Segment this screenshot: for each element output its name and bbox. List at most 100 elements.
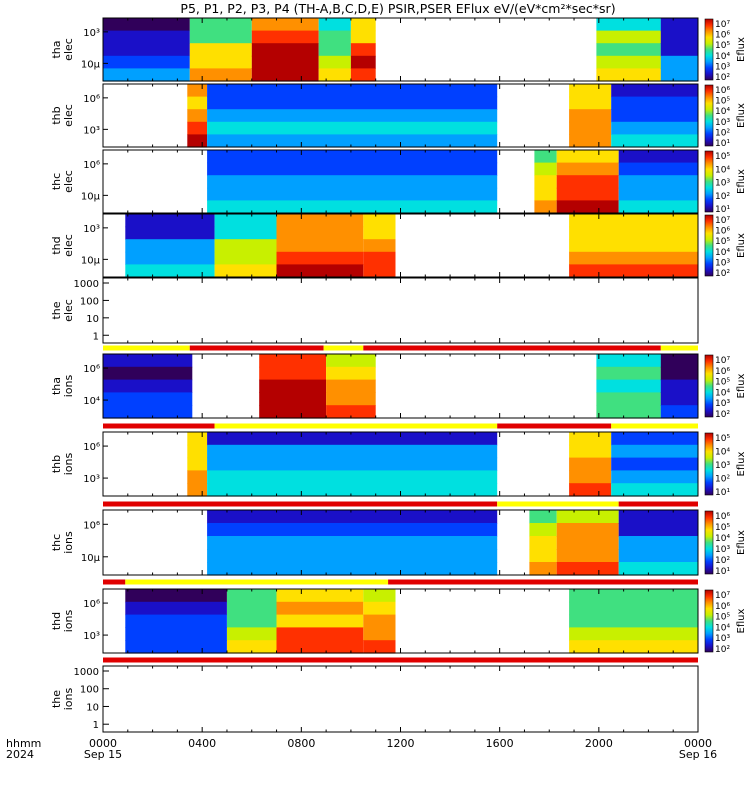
quality-bar-segment bbox=[660, 345, 698, 351]
colorbar-tick-label: 10³ bbox=[715, 634, 730, 644]
spectrogram-cell bbox=[207, 562, 498, 576]
panel-ylabel-elec: elec bbox=[62, 170, 75, 193]
colorbar-tick-label: 10¹ bbox=[715, 488, 730, 498]
colorbar-tick-label: 10⁵ bbox=[715, 41, 730, 51]
colorbar-tick-label: 10⁴ bbox=[715, 448, 730, 458]
spectrogram-cell bbox=[660, 18, 698, 32]
spectrogram-cell bbox=[214, 226, 277, 240]
colorbar-tick-label: 10⁶ bbox=[715, 512, 730, 522]
spectrogram-cell bbox=[276, 589, 364, 603]
panel-ylabel-elec: elec bbox=[62, 38, 75, 61]
spectrogram-cell bbox=[529, 562, 557, 576]
spectrogram-cell bbox=[350, 55, 376, 69]
spectrogram-cell bbox=[569, 214, 698, 228]
spectrogram-cell bbox=[125, 264, 215, 278]
spectrogram-cell bbox=[189, 68, 252, 82]
spectrogram-cell bbox=[618, 200, 698, 214]
spectrogram-cell bbox=[529, 510, 557, 524]
colorbar-label: Eflux bbox=[736, 373, 747, 398]
colorbar-tick-label: 10² bbox=[715, 73, 730, 83]
time-axis-label-hhmm: hhmm bbox=[6, 737, 41, 750]
y-tick-label: 10³ bbox=[83, 125, 100, 136]
spectrogram-cell bbox=[103, 392, 193, 406]
spectrogram-cell bbox=[214, 239, 277, 253]
spectrogram-cell bbox=[618, 523, 698, 537]
spectrogram-cell bbox=[529, 523, 557, 537]
spectrogram-cell bbox=[125, 214, 215, 228]
panel-thc-elec: thc elec 10⁵ 10⁴ 10³ 10² 10¹ Eflux 10⁶ 10µ bbox=[50, 149, 747, 215]
spectrogram-cell bbox=[227, 601, 277, 616]
quality-bar-segment bbox=[103, 579, 126, 585]
spectrogram-cell bbox=[276, 640, 364, 654]
y-tick-label: 10µ bbox=[81, 553, 101, 564]
colorbar-tick-label: 10¹ bbox=[715, 205, 730, 215]
spectrogram-cell bbox=[259, 392, 327, 406]
time-tick-label: 0000 bbox=[89, 737, 117, 750]
spectrogram-cell bbox=[660, 379, 698, 393]
spectrogram-cell bbox=[227, 627, 277, 641]
spectrogram-cell bbox=[207, 470, 498, 484]
spectrogram-cell bbox=[318, 43, 351, 57]
spectrogram-cell bbox=[214, 264, 277, 278]
spectrogram-cell bbox=[611, 483, 698, 497]
y-tick-label: 1000 bbox=[74, 279, 99, 290]
spectrogram-cell bbox=[569, 589, 698, 603]
colorbar-tick-label: 10² bbox=[715, 192, 730, 202]
spectrogram-cell bbox=[276, 627, 364, 641]
spectrogram-cell bbox=[556, 175, 619, 189]
colorbar-tick-label: 10³ bbox=[715, 461, 730, 471]
spectrogram-cell bbox=[660, 354, 698, 368]
quality-bar-segment bbox=[618, 501, 698, 507]
spectrogram-cell bbox=[596, 55, 661, 69]
spectrogram-cell bbox=[534, 162, 557, 176]
spectrogram-cell bbox=[350, 30, 376, 44]
time-tick-label: 0000 bbox=[684, 737, 712, 750]
spectrogram-cell bbox=[187, 134, 208, 148]
spectrogram-cell bbox=[125, 640, 227, 654]
spectrogram-cell bbox=[611, 470, 698, 484]
spectrogram-cell bbox=[618, 162, 698, 176]
spectrogram-cell bbox=[276, 214, 364, 228]
colorbar-tick-label: 10⁵ bbox=[715, 523, 730, 533]
colorbar-tick-label: 10⁵ bbox=[715, 434, 730, 444]
spectrogram-cell bbox=[569, 84, 612, 98]
spectrogram-cell bbox=[569, 134, 612, 148]
spectrogram-cell bbox=[611, 121, 698, 135]
colorbar-tick-label: 10⁷ bbox=[715, 20, 730, 30]
spectrogram-cell bbox=[611, 109, 698, 123]
y-tick-label: 10⁶ bbox=[83, 520, 100, 531]
date-label: Sep 15 bbox=[84, 748, 122, 761]
spectrogram-cell bbox=[618, 175, 698, 189]
spectrogram-cell bbox=[214, 251, 277, 265]
spectrogram-cell bbox=[187, 109, 208, 123]
colorbar-label: Eflux bbox=[736, 169, 747, 194]
spectrogram-cell bbox=[125, 589, 227, 603]
colorbar-tick-label: 10¹ bbox=[715, 567, 730, 577]
spectrogram-cell bbox=[611, 134, 698, 148]
spectrogram-cell bbox=[596, 43, 661, 57]
y-tick-label: 10⁶ bbox=[83, 442, 100, 453]
spectrogram-cell bbox=[251, 18, 319, 32]
colorbar bbox=[704, 214, 714, 277]
y-tick-label: 10µ bbox=[81, 255, 101, 266]
spectrogram-cell bbox=[125, 614, 227, 628]
spectrogram-cell bbox=[187, 84, 208, 98]
y-tick-label: 1 bbox=[93, 720, 99, 731]
spectrogram-cell bbox=[207, 432, 498, 446]
colorbar-tick-label: 10⁴ bbox=[715, 248, 730, 258]
panel-ylabel-ions: ions bbox=[62, 609, 75, 632]
panel-ylabel-thb: thb bbox=[50, 106, 63, 124]
spectrogram-cell bbox=[363, 239, 396, 253]
y-tick-label: 10⁶ bbox=[83, 160, 100, 171]
spectrogram-cell bbox=[214, 214, 277, 228]
spectrogram-cell bbox=[103, 68, 190, 82]
spectrogram-cell bbox=[569, 96, 612, 110]
spectrogram-cell bbox=[569, 251, 698, 265]
spectrogram-cell bbox=[259, 379, 327, 393]
spectrogram-cell bbox=[363, 627, 396, 641]
spectrogram-cell bbox=[326, 354, 376, 368]
colorbar bbox=[704, 589, 714, 653]
spectrogram-cell bbox=[207, 483, 498, 497]
